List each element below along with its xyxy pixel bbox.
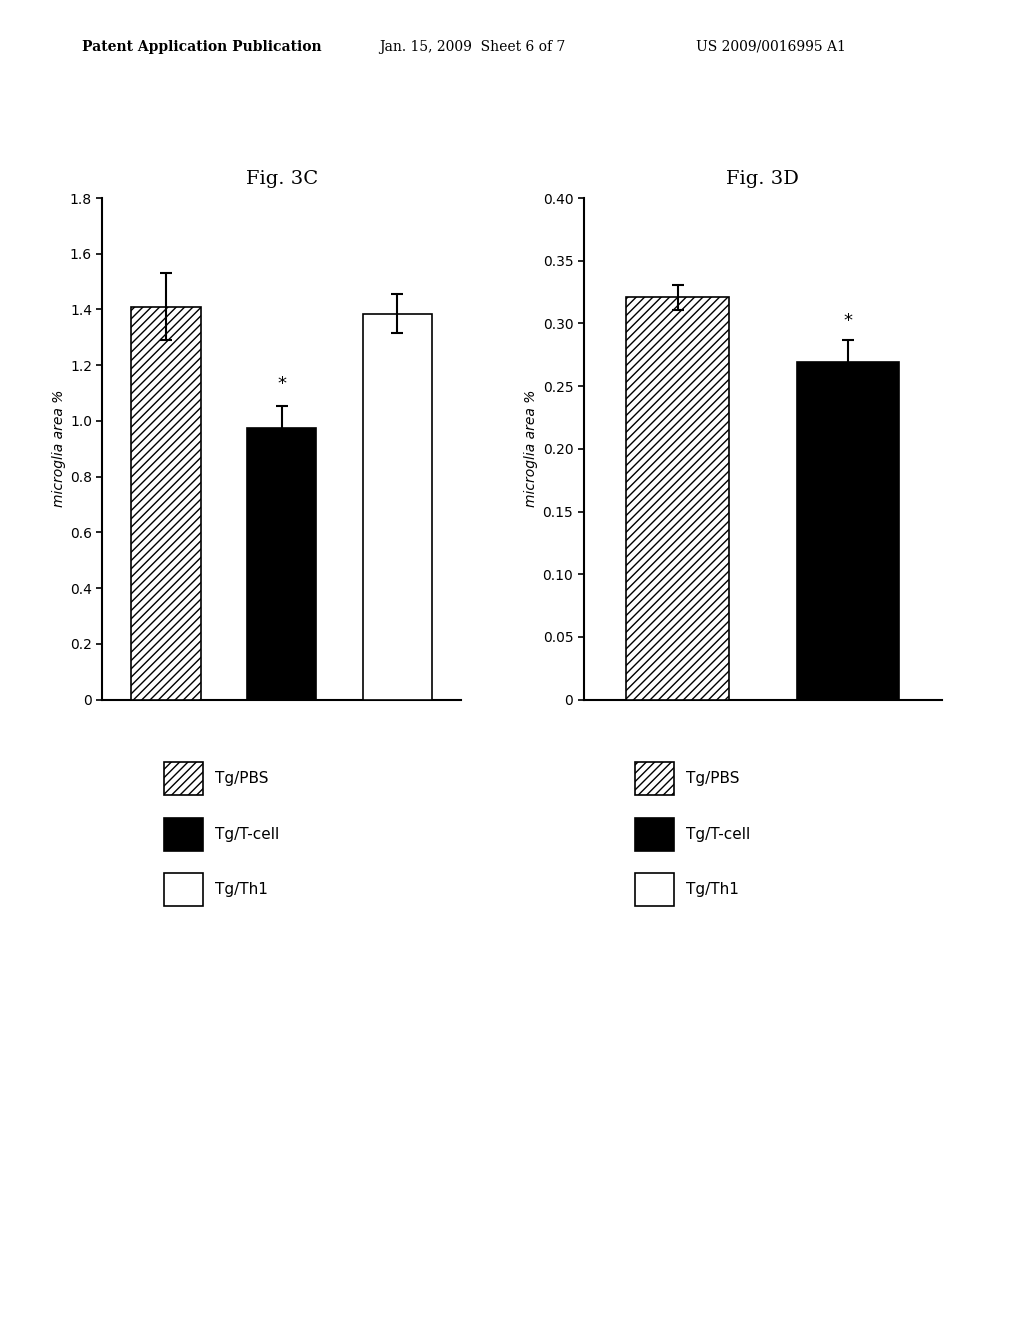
Y-axis label: microglia area %: microglia area % xyxy=(524,391,539,507)
Text: Tg/T-cell: Tg/T-cell xyxy=(686,826,751,842)
Y-axis label: microglia area %: microglia area % xyxy=(51,391,66,507)
Bar xyxy=(797,362,899,700)
Title: Fig. 3C: Fig. 3C xyxy=(246,170,317,189)
Text: Tg/Th1: Tg/Th1 xyxy=(686,882,739,898)
Bar xyxy=(362,314,432,700)
Text: Tg/T-cell: Tg/T-cell xyxy=(215,826,280,842)
Text: US 2009/0016995 A1: US 2009/0016995 A1 xyxy=(696,40,846,54)
Text: Jan. 15, 2009  Sheet 6 of 7: Jan. 15, 2009 Sheet 6 of 7 xyxy=(379,40,565,54)
Bar xyxy=(247,428,316,700)
Text: Tg/Th1: Tg/Th1 xyxy=(215,882,268,898)
Title: Fig. 3D: Fig. 3D xyxy=(726,170,800,189)
Bar xyxy=(131,306,201,700)
Text: *: * xyxy=(844,312,853,330)
Text: Tg/PBS: Tg/PBS xyxy=(686,771,739,787)
Text: *: * xyxy=(278,375,286,393)
Bar xyxy=(627,297,729,700)
Text: Patent Application Publication: Patent Application Publication xyxy=(82,40,322,54)
Text: Tg/PBS: Tg/PBS xyxy=(215,771,268,787)
